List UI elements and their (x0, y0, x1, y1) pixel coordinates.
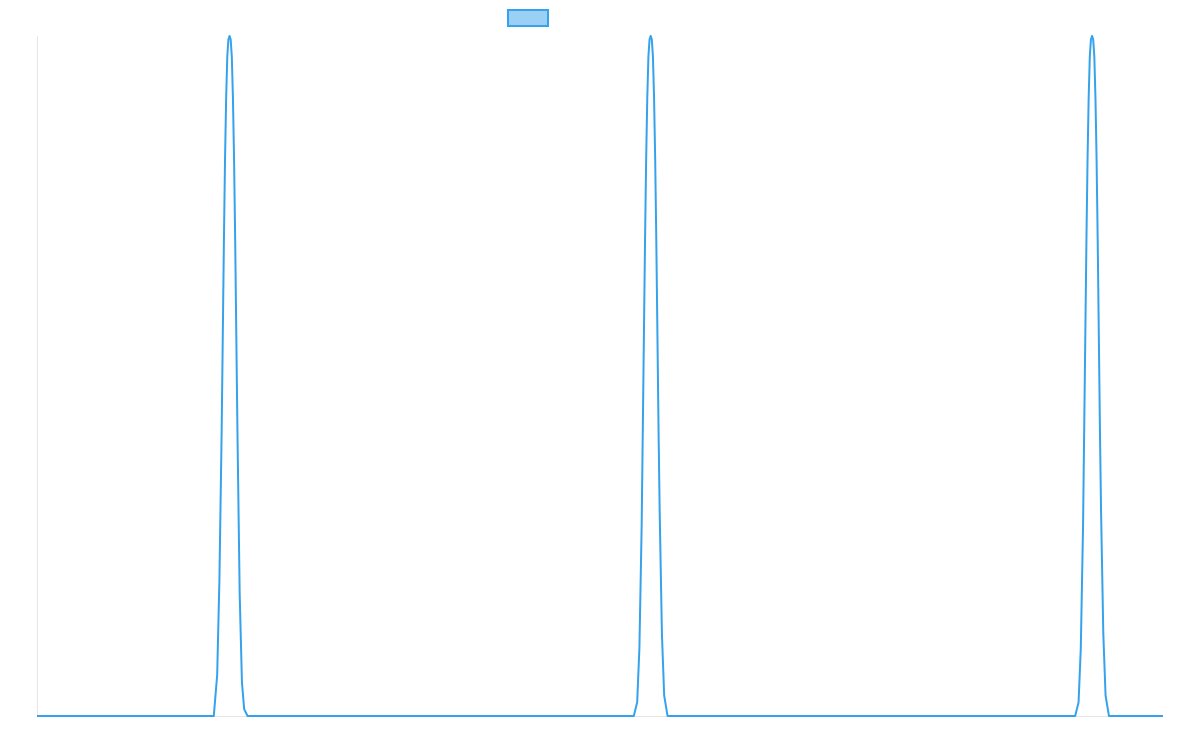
series-layer (37, 35, 1163, 717)
legend[interactable] (507, 9, 549, 27)
legend-swatch[interactable] (507, 9, 549, 27)
series-line-0 (37, 35, 1163, 717)
